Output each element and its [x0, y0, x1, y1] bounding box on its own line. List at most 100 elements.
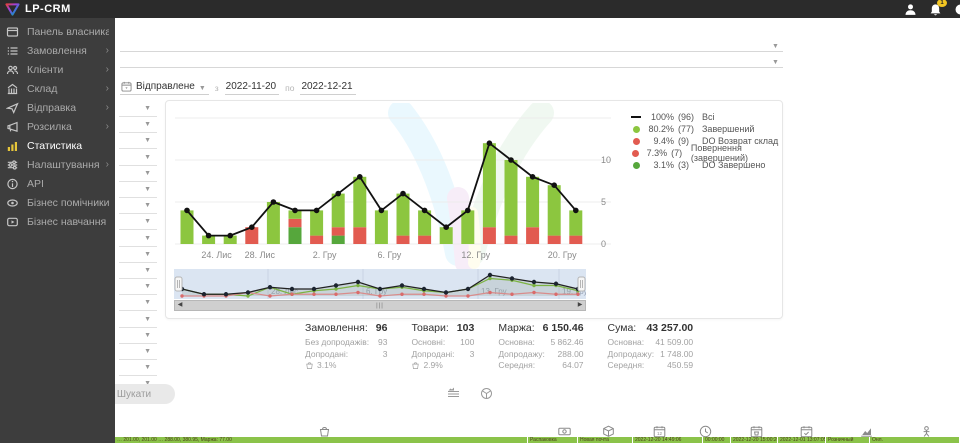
- order-table-row[interactable]: … 201.00, 201.00 … 288.00, 380.95, Маржа…: [115, 437, 960, 443]
- side-filter-select-2[interactable]: ▼: [119, 117, 157, 134]
- side-filter-select-5[interactable]: ▼: [119, 166, 157, 182]
- statistics-icon: [6, 140, 20, 152]
- filter-select-2[interactable]: [120, 67, 783, 68]
- sidebar-item-warehouse[interactable]: Склад ›: [0, 79, 115, 98]
- notifications-bell-icon[interactable]: 1: [929, 0, 947, 16]
- list-view-icon[interactable]: [447, 387, 460, 400]
- sidebar-item-statistics[interactable]: Статистика: [0, 136, 115, 155]
- partial-edge-icon[interactable]: [954, 3, 960, 16]
- chevron-down-icon: ▼: [198, 85, 206, 92]
- stats-subrow: Допродажу: 288.00: [498, 348, 584, 359]
- calendar-date-icon[interactable]: 12: [653, 425, 666, 438]
- settings-icon: [6, 159, 20, 171]
- orders-chart[interactable]: 0 5 10 24. Лис 28. Лис 2. Гру 6. Гру 12. Гру 20.…: [171, 107, 616, 265]
- calendar-basket-icon[interactable]: [750, 425, 763, 438]
- side-filter-select-3[interactable]: ▼: [119, 133, 157, 150]
- legend-text: (7): [671, 148, 683, 158]
- sidebar-item-shipping[interactable]: Відправка ›: [0, 98, 115, 117]
- legend-item[interactable]: 9.4% (9) DO Возврат склад: [631, 135, 782, 147]
- legend-item[interactable]: 3.1% (3) DO Завершено: [631, 159, 782, 171]
- svg-text:13. Гру: 13. Гру: [481, 287, 507, 296]
- orders-icon: [6, 45, 20, 57]
- side-filter-select-9[interactable]: ▼: [119, 231, 157, 247]
- nav-handle-left[interactable]: [174, 276, 183, 292]
- legend-item[interactable]: 80.2% (77) Завершений: [631, 123, 782, 135]
- legend-text: (9): [678, 136, 689, 146]
- sidebar-item-settings[interactable]: Налаштування ›: [0, 155, 115, 174]
- side-filter-select-17[interactable]: ▼: [119, 360, 157, 377]
- sidebar-item-api[interactable]: API: [0, 174, 115, 193]
- area-chart-icon[interactable]: [860, 425, 873, 438]
- banknote-icon[interactable]: [558, 425, 571, 438]
- basket-icon[interactable]: [318, 425, 331, 438]
- scroll-right-icon[interactable]: ▶: [577, 302, 583, 308]
- side-filter-select-13[interactable]: ▼: [119, 295, 157, 312]
- chevron-right-icon: ›: [105, 159, 109, 170]
- person-share-icon[interactable]: [920, 425, 933, 438]
- sidebar-item-label: Бізнес помічники: [27, 196, 109, 209]
- clock-icon[interactable]: [699, 425, 712, 438]
- side-filter-select-16[interactable]: ▼: [119, 344, 157, 360]
- svg-text:24. Лис: 24. Лис: [201, 250, 232, 260]
- stats-column: Товари: 103 Основні: 100 Допродані: 3 2.9%: [411, 322, 474, 372]
- sidebar-item-label: Панель власника: [27, 25, 109, 38]
- side-filter-select-15[interactable]: ▼: [119, 328, 157, 344]
- sidebar-item-dashboard[interactable]: Панель власника: [0, 22, 115, 41]
- sidebar-item-label: Відправка: [27, 101, 77, 114]
- stats-column: Маржа: 6 150.46 Основна: 5 862.46 Допродажу:…: [498, 322, 583, 372]
- calendar-check-icon[interactable]: [800, 425, 813, 438]
- legend-item[interactable]: 7.3% (7) Повернення (завершений): [631, 143, 782, 163]
- side-filter-select-1[interactable]: ▼: [119, 101, 157, 117]
- side-filter-select-8[interactable]: ▼: [119, 214, 157, 231]
- legend-text: (77): [678, 124, 695, 134]
- legend-dot-marker: [631, 137, 641, 145]
- sidebar-item-mailing[interactable]: Розсилка ›: [0, 117, 115, 136]
- chevron-right-icon: ›: [105, 64, 109, 75]
- chart-navigator[interactable]: 28. Лис6. Гру13. Гру19. Гру: [174, 269, 586, 299]
- sidebar-item-training[interactable]: Бізнес навчання: [0, 212, 115, 231]
- globe-icon[interactable]: [480, 387, 493, 400]
- legend-item[interactable]: 100% (96) Всі: [631, 111, 782, 123]
- side-filter-select-7[interactable]: ▼: [119, 198, 157, 215]
- stats-subrow: Середня: 64.07: [498, 360, 584, 370]
- sidebar-item-label: API: [27, 177, 44, 190]
- chevron-right-icon: ›: [105, 45, 109, 56]
- side-filter-select-12[interactable]: ▼: [119, 279, 157, 296]
- side-filter-select-4[interactable]: ▼: [119, 150, 157, 166]
- stats-subrow: Основні: 100: [411, 337, 475, 347]
- legend-dot-marker: [631, 161, 641, 169]
- scroll-left-icon[interactable]: ◀: [177, 302, 183, 308]
- date-from-input[interactable]: 2022-11-20: [224, 81, 280, 95]
- side-filter-select-14[interactable]: ▼: [119, 312, 157, 328]
- sidebar-item-clients[interactable]: Клієнти ›: [0, 60, 115, 79]
- legend-text: (96): [678, 112, 695, 122]
- stats-subrow: Допродажу: 1 748.00: [607, 348, 694, 359]
- package-icon[interactable]: [602, 425, 615, 438]
- brand[interactable]: LP-CRM: [0, 2, 71, 16]
- legend-text: 7.3%: [646, 148, 668, 158]
- date-type-value: Відправлене: [136, 81, 195, 92]
- side-filter-select-6[interactable]: ▼: [119, 182, 157, 198]
- scroll-grip[interactable]: |||: [376, 302, 384, 309]
- side-filter-select-10[interactable]: ▼: [119, 247, 157, 263]
- lp-crm-logo-icon: [5, 2, 20, 16]
- side-filter-select-11[interactable]: ▼: [119, 263, 157, 279]
- legend-text: DO Возврат склад: [702, 136, 779, 146]
- legend-text: Всі: [702, 112, 715, 122]
- stats-summary: Замовлення: 96 Без допродажів: 93 Допродані:…: [305, 322, 693, 372]
- nav-handle-right[interactable]: [577, 276, 586, 292]
- calendar-icon: [121, 81, 132, 92]
- stats-column: Сума: 43 257.00 Основна: 41 509.00 Допродажу…: [608, 322, 694, 372]
- date-to-input[interactable]: 2022-12-21: [300, 81, 356, 95]
- chevron-down-icon[interactable]: ▼: [772, 43, 779, 50]
- stats-title: Сума: 43 257.00: [607, 322, 694, 334]
- stats-column: Замовлення: 96 Без допродажів: 93 Допродані:…: [305, 322, 387, 372]
- chart-scrollbar[interactable]: ◀ ||| ▶: [174, 300, 586, 311]
- chevron-down-icon[interactable]: ▼: [772, 59, 779, 66]
- sidebar-item-label: Склад: [27, 82, 58, 95]
- date-type-select[interactable]: Відправлене ▼: [120, 81, 209, 95]
- filter-select-1[interactable]: [120, 51, 783, 52]
- user-icon[interactable]: [904, 3, 917, 16]
- sidebar-item-orders[interactable]: Замовлення ›: [0, 41, 115, 60]
- sidebar-item-helpers[interactable]: Бізнес помічники: [0, 193, 115, 212]
